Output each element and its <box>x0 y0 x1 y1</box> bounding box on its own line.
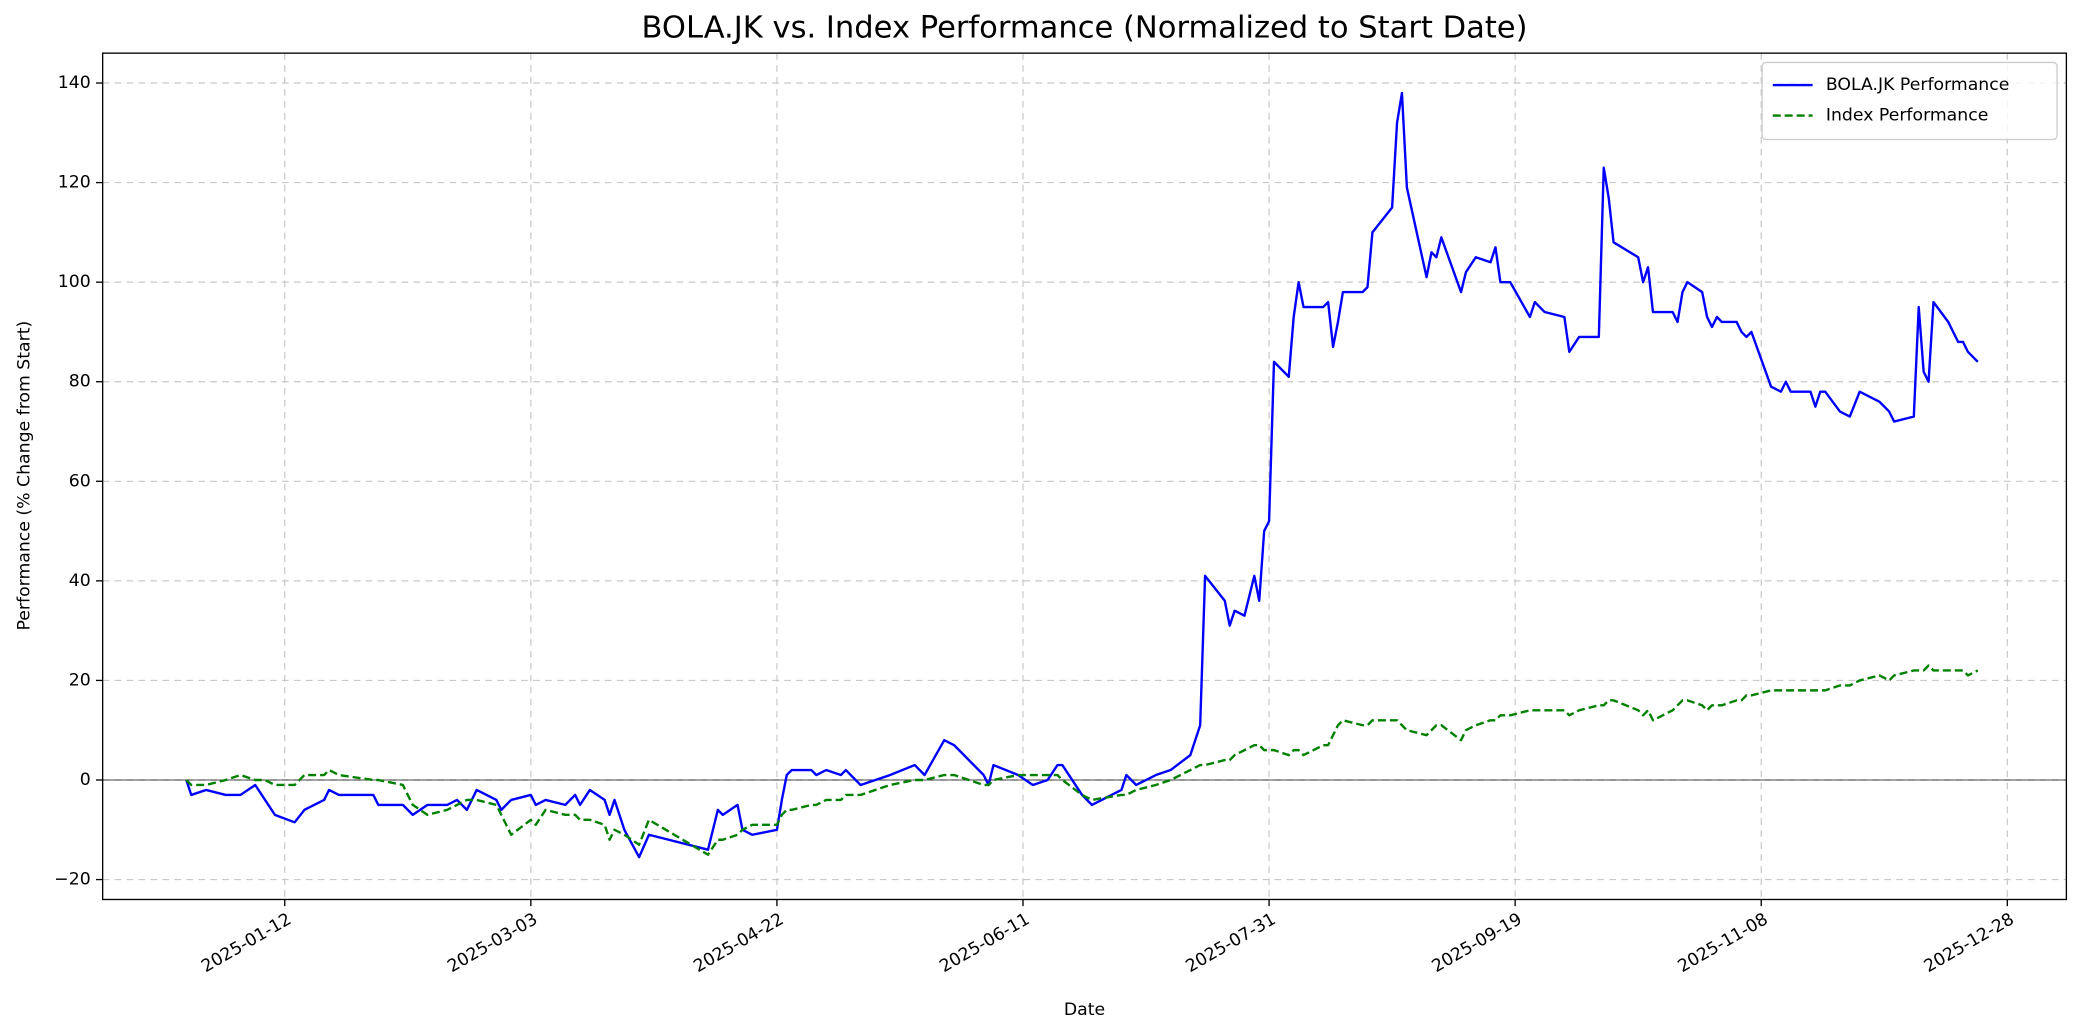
y-tick-label: 80 <box>69 372 91 392</box>
y-tick-label: −20 <box>54 870 90 890</box>
y-tick-label: 20 <box>69 670 91 690</box>
x-tick-label: 2025-03-03 <box>444 909 541 976</box>
x-tick-label: 2025-09-19 <box>1429 909 1526 976</box>
y-tick-label: 100 <box>58 272 91 292</box>
x-tick-label: 2025-07-31 <box>1182 909 1279 976</box>
y-tick-label: 60 <box>69 471 91 491</box>
plot-frame <box>101 52 2068 901</box>
legend-label: BOLA.JK Performance <box>1826 75 2009 95</box>
y-tick-label: 40 <box>69 571 91 591</box>
y-axis-label: Performance (% Change from Start) <box>14 321 34 631</box>
y-tick-label: 0 <box>80 770 91 790</box>
series-line <box>185 91 1979 859</box>
chart-title: BOLA.JK vs. Index Performance (Normalize… <box>642 11 1528 46</box>
y-tick-label: 140 <box>58 73 91 93</box>
legend-label: Index Performance <box>1826 106 1988 126</box>
y-tick-label: 120 <box>58 173 91 193</box>
x-tick-label: 2025-12-28 <box>1921 909 2018 976</box>
x-tick-label: 2025-06-11 <box>936 909 1033 976</box>
legend-box <box>1761 61 2058 141</box>
x-axis-label: Date <box>1064 1000 1105 1020</box>
x-tick-label: 2025-01-12 <box>198 909 295 976</box>
series-line <box>185 664 1979 856</box>
x-tick-label: 2025-04-22 <box>690 909 787 976</box>
x-tick-label: 2025-11-08 <box>1675 909 1772 976</box>
